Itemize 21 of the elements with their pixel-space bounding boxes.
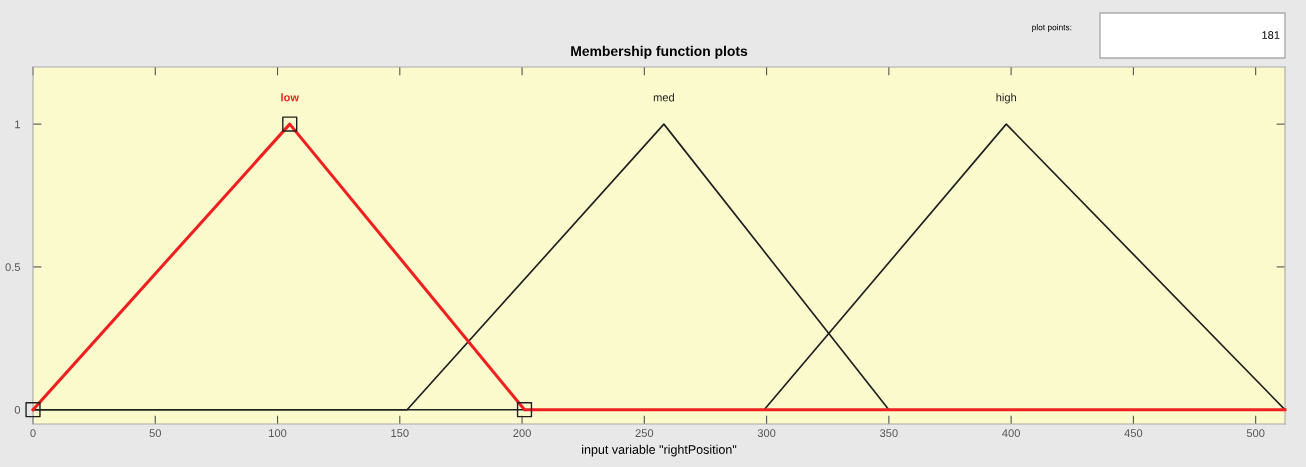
y-tick-label: 0.5 <box>5 263 21 272</box>
text: 181 <box>1262 31 1280 39</box>
chart-title: Membership function plots <box>571 45 748 59</box>
x-tick-label: 0 <box>30 429 36 438</box>
text: med <box>653 93 674 102</box>
y-tick-label: 0 <box>14 405 21 414</box>
y-tick-label: 1 <box>15 120 20 129</box>
x-tick-label: 400 <box>1002 429 1020 438</box>
text: low <box>281 93 300 102</box>
x-tick-label: 300 <box>757 429 776 438</box>
x-tick-label: 450 <box>1124 429 1143 438</box>
x-tick-label: 250 <box>635 429 654 438</box>
x-axis-title: input variable "rightPosition" <box>582 444 737 457</box>
text: plot points: <box>1032 24 1072 32</box>
text: high <box>996 93 1017 104</box>
x-tick-label: 200 <box>513 429 531 438</box>
x-tick-label: 50 <box>149 429 162 438</box>
x-tick-label: 100 <box>269 429 287 438</box>
x-tick-label: 150 <box>391 429 409 438</box>
x-tick-label: 500 <box>1246 429 1265 438</box>
x-tick-label: 350 <box>880 429 898 438</box>
